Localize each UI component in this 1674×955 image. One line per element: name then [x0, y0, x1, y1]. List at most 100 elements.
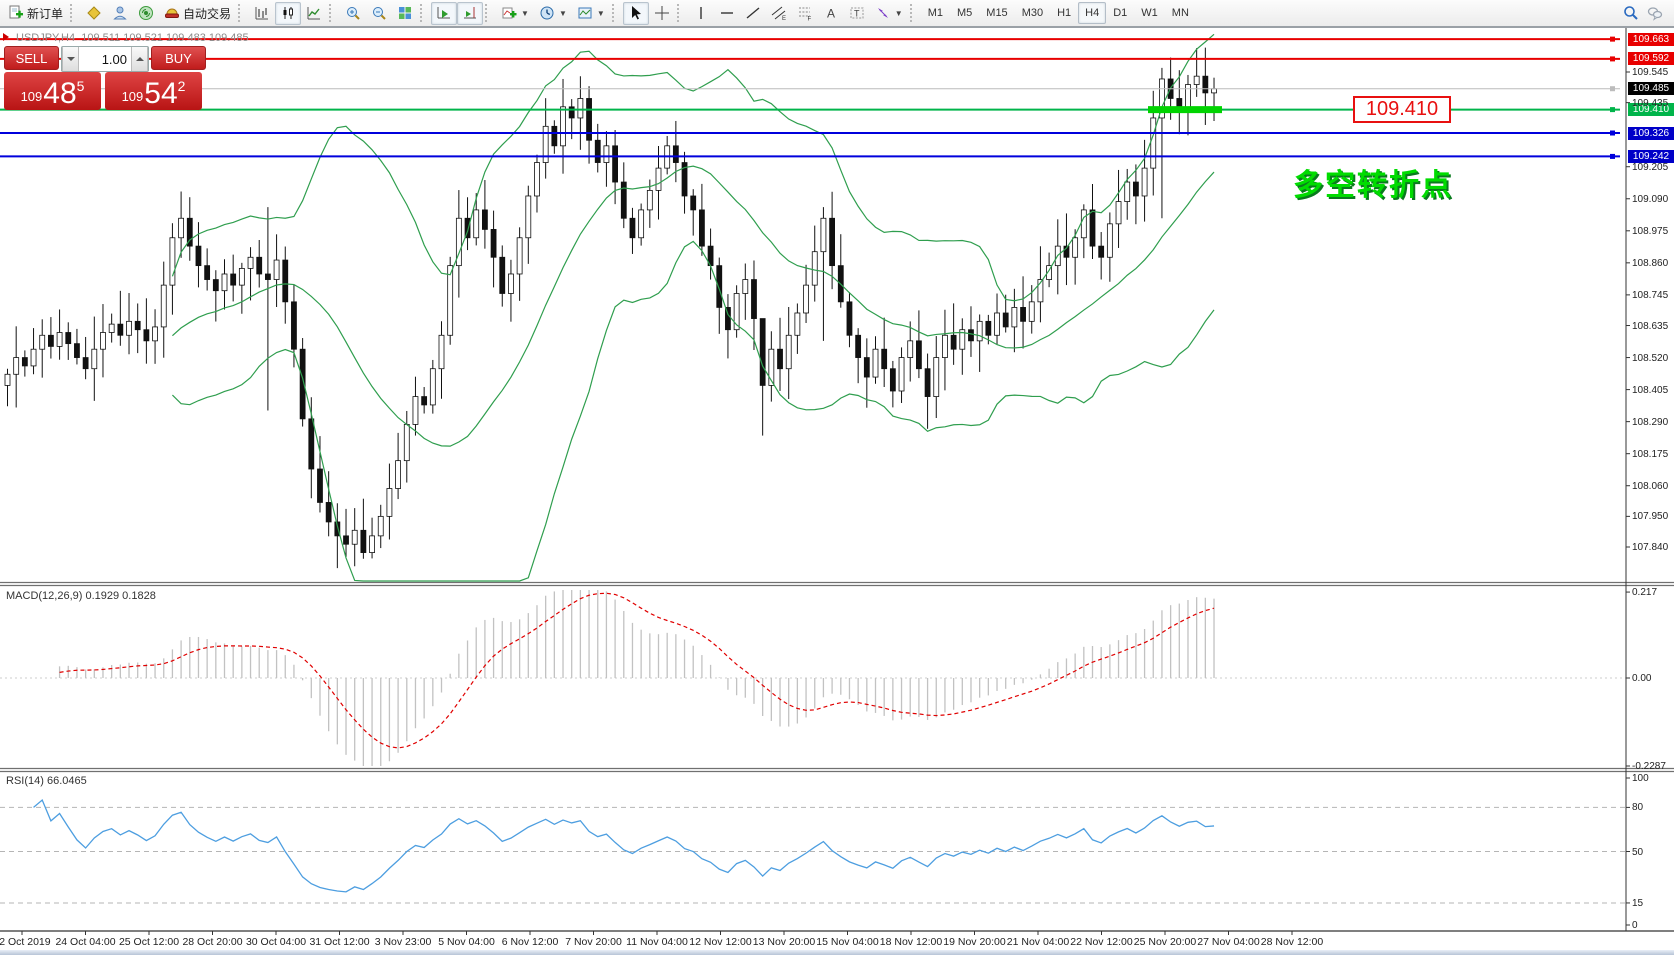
timeframe-button-w1[interactable]: W1: [1141, 7, 1158, 19]
timeframe-button-h4[interactable]: H4: [1078, 2, 1107, 24]
autotrading-icon: [165, 8, 180, 18]
fibonacci-button[interactable]: F: [792, 2, 818, 25]
toolbar-grip: [70, 4, 77, 22]
bar-chart-button[interactable]: [249, 2, 275, 25]
text-label-button[interactable]: T: [844, 2, 870, 25]
chevron-down-icon: ▼: [521, 8, 529, 18]
one-click-trading-panel: SELL BUY 109 48 5 109 54 2: [4, 46, 206, 110]
auto-scroll-button[interactable]: [431, 1, 458, 25]
profile-icon: [113, 6, 127, 20]
volume-stepper: [61, 46, 149, 72]
symbol-name: USDJPY,H4: [16, 32, 76, 44]
zoom-out-button[interactable]: [366, 2, 392, 25]
trade-panel-expander-icon[interactable]: [3, 33, 9, 41]
indicators-button[interactable]: ▼: [496, 2, 534, 25]
toolbar-grip: [485, 4, 492, 22]
svg-text:E: E: [782, 16, 786, 21]
svg-text:A: A: [827, 7, 835, 21]
zoom-in-button[interactable]: [340, 2, 366, 25]
history-center-button[interactable]: [81, 2, 107, 25]
timeframe-button-d1[interactable]: D1: [1113, 7, 1128, 19]
sell-button[interactable]: SELL: [4, 46, 59, 70]
chevron-down-icon: ▼: [596, 8, 605, 18]
triangle-down-icon: [66, 57, 75, 61]
line-chart-icon: [307, 7, 321, 20]
bar-chart-icon: [255, 7, 269, 20]
candlestick-chart-icon: [283, 7, 294, 19]
svg-text:T: T: [854, 9, 860, 19]
timeframe-button-m15[interactable]: M15: [986, 7, 1008, 19]
ask-price-tile[interactable]: 109 54 2: [105, 72, 202, 110]
chevron-down-icon: ▼: [894, 8, 903, 18]
horizontal-line-button[interactable]: [714, 2, 740, 25]
text-icon: A: [827, 7, 835, 21]
toolbar-grip: [420, 4, 427, 22]
toolbar-grip: [909, 4, 917, 22]
cursor-icon: [631, 6, 641, 20]
auto-scroll-icon: [437, 7, 451, 19]
autotrading-label: 自动交易: [183, 6, 232, 21]
toolbar-grip: [676, 4, 684, 22]
chart-canvas[interactable]: [0, 28, 1674, 950]
autotrading-button[interactable]: 自动交易: [159, 2, 236, 25]
timeframe-button-m30[interactable]: M30: [1021, 7, 1044, 19]
volume-input[interactable]: [79, 47, 131, 71]
cn-annotation: 多空转折点: [1293, 169, 1453, 202]
profile-button[interactable]: [107, 2, 133, 25]
price-level-callout: 109.410: [1353, 96, 1451, 123]
triangle-up-icon: [135, 57, 144, 61]
cursor-button[interactable]: [622, 1, 649, 25]
vertical-line-button[interactable]: [688, 2, 714, 25]
bid-pipette: 5: [76, 78, 85, 94]
text-button[interactable]: A: [818, 2, 844, 25]
symbol-ohlc: 109.511 109.521 109.483 109.485: [81, 32, 249, 44]
equidistant-channel-button[interactable]: E: [766, 2, 792, 25]
chevron-down-icon: ▼: [558, 8, 567, 18]
main-toolbar: 新订单 自动交易: [0, 0, 1674, 28]
volume-decrease-button[interactable]: [62, 47, 79, 71]
zoom-out-icon: [373, 7, 386, 20]
new-order-label: 新订单: [27, 6, 64, 21]
line-chart-button[interactable]: [301, 2, 327, 25]
history-center-icon: [87, 6, 101, 20]
chat-icon[interactable]: [1647, 5, 1663, 21]
ask-pipette: 2: [177, 78, 186, 94]
chart-window: 109.663 109.592 109.485 109.410 109.326 109.2…: [0, 28, 1674, 950]
indicators-icon: [502, 7, 517, 19]
ask-big-digits: 54: [144, 77, 178, 110]
search-icon[interactable]: [1623, 5, 1639, 21]
channel-icon: E: [771, 6, 786, 21]
periods-button[interactable]: ▼: [534, 2, 572, 25]
signals-icon: [139, 6, 154, 20]
arrows-button[interactable]: ▼: [870, 2, 908, 25]
chart-shift-button[interactable]: [457, 1, 484, 25]
window-bottom-edge: [0, 950, 1674, 955]
tile-windows-icon: [399, 7, 412, 19]
bid-price-tile[interactable]: 109 48 5: [4, 72, 101, 110]
timeframe-button-m5[interactable]: M5: [957, 7, 973, 19]
timeframe-button-h1[interactable]: H1: [1057, 7, 1072, 19]
crosshair-button[interactable]: [649, 2, 675, 25]
volume-increase-button[interactable]: [131, 47, 148, 71]
arrows-icon: [877, 8, 888, 18]
templates-button[interactable]: ▼: [572, 2, 610, 25]
new-order-button[interactable]: 新订单: [3, 2, 68, 25]
zoom-in-icon: [347, 7, 360, 20]
fibonacci-icon: F: [798, 7, 811, 22]
vertical-line-icon: [700, 7, 702, 19]
trendline-button[interactable]: [740, 2, 766, 25]
text-label-icon: T: [850, 7, 864, 19]
trendline-icon: [746, 7, 760, 19]
svg-text:F: F: [807, 17, 811, 22]
chart-symbol-title: USDJPY,H4 109.511 109.521 109.483 109.48…: [16, 32, 249, 44]
candlestick-chart-button[interactable]: [275, 1, 302, 25]
signals-button[interactable]: [133, 2, 159, 25]
tile-windows-button[interactable]: [392, 2, 418, 25]
timeframe-button-mn[interactable]: MN: [1171, 7, 1189, 19]
buy-button[interactable]: BUY: [151, 46, 206, 70]
chart-shift-icon: [464, 7, 477, 19]
bid-prefix: 109: [20, 89, 43, 104]
new-order-icon: [9, 5, 23, 19]
macd-label: MACD(12,26,9) 0.1929 0.1828: [6, 590, 156, 602]
timeframe-button-m1[interactable]: M1: [927, 7, 943, 19]
